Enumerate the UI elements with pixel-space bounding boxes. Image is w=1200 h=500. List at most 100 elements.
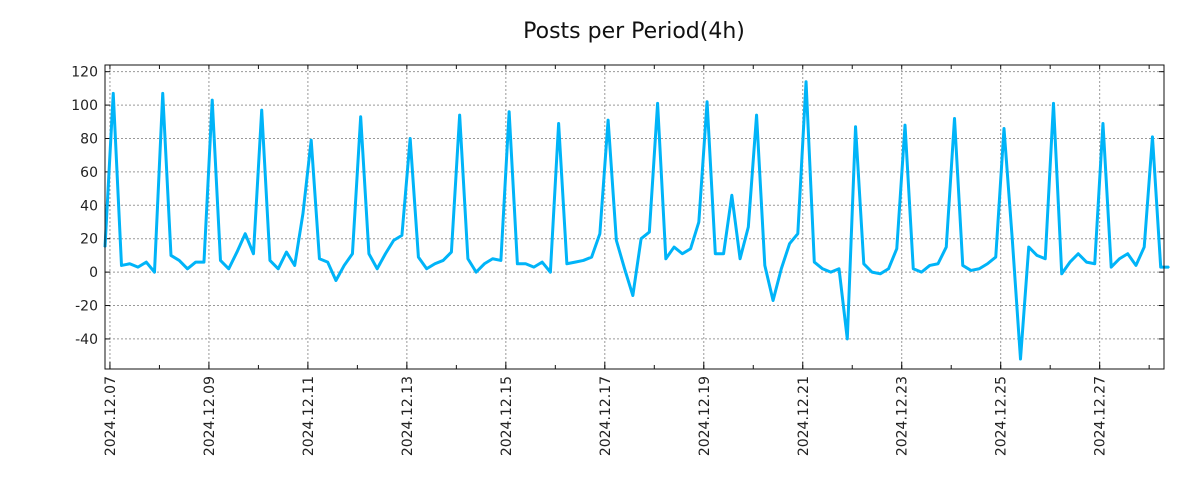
data-point xyxy=(1019,358,1022,360)
chart-title: Posts per Period(4h) xyxy=(523,19,745,44)
x-tick-label: 2024.12.13 xyxy=(400,376,416,456)
plot-frame xyxy=(104,64,1165,370)
data-point xyxy=(599,232,601,235)
data-point xyxy=(310,139,312,141)
data-point xyxy=(665,257,667,260)
data-point xyxy=(780,267,783,270)
data-point xyxy=(302,212,304,215)
data-point xyxy=(722,252,725,255)
data-point xyxy=(689,247,692,250)
data-point xyxy=(516,262,519,265)
data-point xyxy=(615,239,618,242)
data-point xyxy=(285,251,288,253)
data-point xyxy=(623,267,626,270)
data-point xyxy=(178,259,181,262)
data-point xyxy=(368,252,370,255)
data-point xyxy=(1110,266,1113,268)
data-point xyxy=(1135,264,1137,267)
x-tick-label: 2024.12.17 xyxy=(598,376,614,456)
data-point xyxy=(590,256,593,258)
data-point xyxy=(640,237,642,240)
y-tick-label: -40 xyxy=(75,332,98,348)
data-point xyxy=(137,266,139,268)
x-axis: 2024.12.07 2024.12.09 2024.12.11 2024.12.13… xyxy=(103,65,1150,456)
data-point xyxy=(491,257,494,260)
data-point xyxy=(359,115,362,118)
data-point xyxy=(961,264,964,267)
data-point xyxy=(871,271,873,273)
x-tick-label: 2024.12.19 xyxy=(697,376,713,456)
x-tick-label: 2024.12.15 xyxy=(499,376,515,456)
x-tick-label: 2024.12.23 xyxy=(895,376,911,456)
data-point xyxy=(895,247,898,250)
data-point xyxy=(928,264,931,267)
data-point xyxy=(161,92,164,95)
data-point xyxy=(1102,122,1104,125)
data-point xyxy=(186,267,189,270)
data-point xyxy=(846,338,849,340)
data-point xyxy=(170,254,172,257)
data-point xyxy=(994,256,997,258)
data-point xyxy=(1027,246,1030,248)
data-point xyxy=(920,271,923,273)
data-point xyxy=(904,124,906,126)
data-point xyxy=(425,267,428,270)
data-point xyxy=(1036,254,1038,257)
data-point xyxy=(805,80,807,83)
data-point xyxy=(219,259,222,262)
data-point xyxy=(384,252,387,255)
data-point xyxy=(755,114,758,116)
y-tick-label: -20 xyxy=(75,299,98,315)
y-tick-label: 20 xyxy=(80,232,98,248)
data-point xyxy=(194,261,197,263)
data-point xyxy=(1077,252,1080,255)
data-point xyxy=(524,262,527,265)
data-point xyxy=(1069,261,1071,263)
data-point xyxy=(673,246,675,248)
data-point xyxy=(112,92,115,95)
data-point xyxy=(450,251,453,253)
data-point xyxy=(244,232,247,235)
data-point xyxy=(1085,261,1088,263)
y-tick-label: 120 xyxy=(71,65,98,81)
data-point xyxy=(541,261,543,263)
data-point xyxy=(1159,266,1162,268)
data-point xyxy=(467,257,469,260)
data-point xyxy=(211,99,214,101)
data-point xyxy=(252,252,255,255)
data-point xyxy=(582,259,585,262)
data-point xyxy=(533,266,535,268)
data-point xyxy=(318,257,321,260)
y-axis: -40 -20 0 20 40 60 80 100 120 xyxy=(71,65,1164,348)
data-point xyxy=(1003,127,1005,130)
data-point xyxy=(409,137,411,140)
data-point xyxy=(351,252,354,255)
data-point xyxy=(326,261,329,263)
data-point xyxy=(772,299,774,302)
data-point xyxy=(1151,136,1154,138)
data-point xyxy=(953,117,956,120)
data-point xyxy=(945,246,948,248)
data-point xyxy=(797,232,799,235)
data-point xyxy=(862,262,865,265)
x-tick-label: 2024.12.25 xyxy=(994,376,1010,456)
data-point xyxy=(417,256,420,258)
series-line-posts xyxy=(103,80,1169,361)
data-point xyxy=(1044,257,1047,260)
data-point xyxy=(747,226,750,228)
data-point xyxy=(557,122,560,125)
y-tick-label: 60 xyxy=(80,165,98,181)
data-point xyxy=(458,114,461,116)
data-point xyxy=(269,259,271,262)
data-point xyxy=(1143,246,1146,248)
data-point xyxy=(549,271,552,273)
grid xyxy=(105,65,1164,369)
data-point xyxy=(714,252,717,255)
data-point xyxy=(887,267,890,270)
y-tick-label: 0 xyxy=(89,265,98,281)
data-point xyxy=(227,267,230,270)
data-point xyxy=(401,234,403,237)
data-point xyxy=(335,279,337,282)
data-point xyxy=(879,272,882,275)
